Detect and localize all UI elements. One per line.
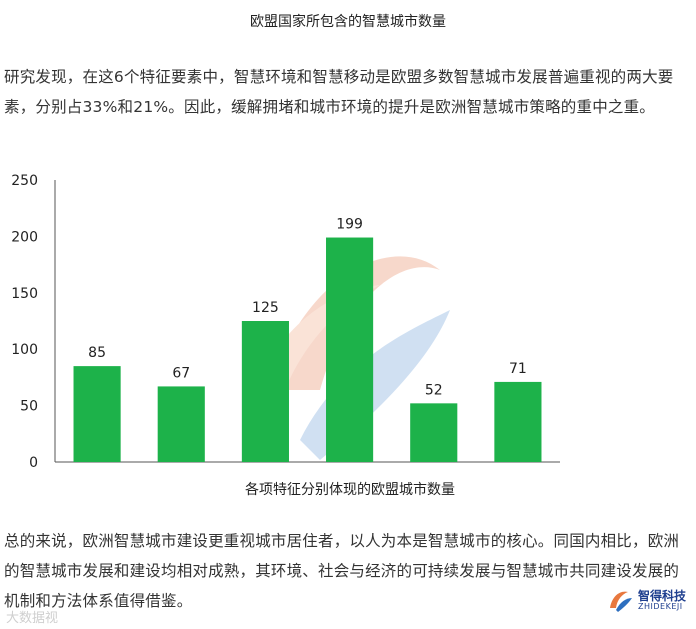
logo-orange-swoosh bbox=[270, 256, 440, 390]
bar-data-label: 199 bbox=[336, 217, 363, 233]
bar-data-label: 71 bbox=[509, 361, 527, 377]
bar bbox=[410, 403, 458, 462]
y-tick-label: 150 bbox=[11, 286, 38, 302]
bar-data-label: 67 bbox=[172, 365, 190, 381]
y-tick-label: 0 bbox=[29, 455, 38, 471]
chart-data-labels: 85 67 125 199 52 71 bbox=[88, 217, 527, 399]
paragraph-conclusion: 总的来说，欧洲智慧城市建设更重视城市居住者，以人为本是智慧城市的核心。同国内相比… bbox=[4, 532, 680, 610]
chart-title: 各项特征分别体现的欧盟城市数量 bbox=[245, 482, 455, 498]
bar bbox=[494, 381, 542, 462]
brand-logo-icon bbox=[610, 591, 632, 612]
brand-name: 智得科技 bbox=[638, 589, 687, 603]
bar-data-label: 52 bbox=[425, 382, 443, 398]
bar bbox=[241, 321, 289, 462]
chart-bars bbox=[73, 237, 542, 462]
paragraph-intro: 研究发现，在这6个特征要素中，智慧环境和智慧移动是欧盟多数智慧城市发展普遍重视的… bbox=[4, 68, 674, 116]
bar bbox=[157, 386, 205, 462]
bar-chart: 0 50 100 150 200 250 85 67 125 199 52 71 bbox=[11, 173, 560, 471]
chart-axes: 0 50 100 150 200 250 bbox=[11, 173, 560, 471]
figure-caption-top: 欧盟国家所包含的智慧城市数量 bbox=[250, 14, 446, 30]
y-tick-label: 100 bbox=[11, 342, 38, 358]
bar bbox=[326, 237, 374, 462]
y-tick-label: 250 bbox=[11, 173, 38, 189]
brand-sub: ZHIDEKEJI bbox=[638, 602, 683, 611]
watermark-left-text: 大数据视 bbox=[6, 611, 59, 626]
bar-data-label: 85 bbox=[88, 345, 106, 361]
y-tick-label: 200 bbox=[11, 229, 38, 245]
bar bbox=[73, 366, 121, 462]
y-tick-label: 50 bbox=[20, 399, 38, 415]
bar-data-label: 125 bbox=[252, 300, 279, 316]
